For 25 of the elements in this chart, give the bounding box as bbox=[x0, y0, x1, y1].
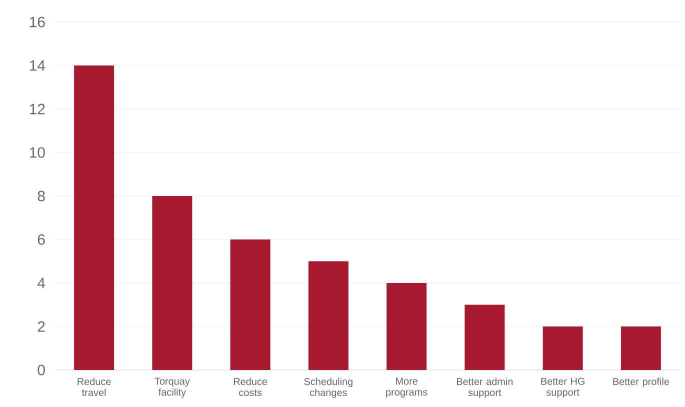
x-tick-label: Torquay facility bbox=[154, 378, 190, 398]
x-tick-label: Better profile bbox=[613, 378, 670, 388]
x-tick-label: Better HG support bbox=[541, 378, 585, 398]
bar bbox=[542, 326, 583, 370]
bar bbox=[620, 326, 661, 370]
y-tick-label: 14 bbox=[30, 60, 46, 71]
x-tick-label: More programs bbox=[386, 378, 428, 398]
x-tick-label: Better admin support bbox=[456, 378, 513, 398]
y-tick-label: 6 bbox=[38, 234, 45, 245]
x-tick-label: Reduce travel bbox=[78, 378, 111, 396]
bar bbox=[308, 261, 348, 370]
y-tick-label: 12 bbox=[30, 104, 45, 114]
bar bbox=[464, 304, 505, 370]
y-tick-label: 4 bbox=[38, 278, 46, 288]
bar bbox=[386, 283, 427, 370]
y-tick-label: 16 bbox=[30, 16, 45, 28]
y-tick-label: 10 bbox=[30, 147, 45, 158]
bar bbox=[152, 196, 192, 370]
x-tick-label: Reduce costs bbox=[234, 378, 268, 396]
bar bbox=[74, 65, 114, 370]
bar bbox=[230, 240, 270, 370]
y-tick-label: 0 bbox=[38, 364, 45, 376]
y-tick-label: 2 bbox=[38, 321, 45, 332]
y-tick-label: 8 bbox=[38, 190, 45, 202]
x-tick-label: Scheduling changes bbox=[304, 378, 352, 398]
